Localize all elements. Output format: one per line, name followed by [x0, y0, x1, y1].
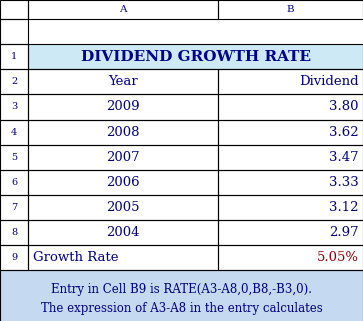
Text: A: A — [119, 5, 127, 14]
Text: 7: 7 — [11, 203, 17, 212]
Bar — [218, 195, 363, 220]
Bar — [0, 0, 28, 19]
Text: 2007: 2007 — [106, 151, 140, 164]
Bar — [0, 19, 28, 44]
Bar — [0, 94, 28, 119]
Bar — [0, 245, 28, 270]
Bar — [0, 270, 363, 321]
Text: Growth Rate: Growth Rate — [33, 251, 118, 264]
Text: 4: 4 — [11, 128, 17, 137]
Bar — [218, 0, 363, 19]
Text: Dividend: Dividend — [299, 75, 359, 88]
Bar — [218, 0, 363, 19]
Bar — [0, 270, 363, 321]
Bar — [0, 69, 28, 94]
Bar — [0, 19, 28, 44]
Bar — [0, 0, 28, 19]
Bar — [28, 0, 218, 19]
Bar — [0, 44, 28, 69]
Text: 2008: 2008 — [106, 126, 140, 139]
Text: 5.05%: 5.05% — [317, 251, 359, 264]
Bar — [28, 119, 218, 145]
Bar — [28, 0, 218, 19]
Text: 2006: 2006 — [106, 176, 140, 189]
Bar — [0, 145, 28, 170]
Bar — [218, 94, 363, 119]
Bar — [218, 220, 363, 245]
Text: DIVIDEND GROWTH RATE: DIVIDEND GROWTH RATE — [81, 50, 311, 64]
Bar — [218, 119, 363, 145]
Bar — [28, 170, 218, 195]
Text: 3.33: 3.33 — [329, 176, 359, 189]
Text: 1: 1 — [11, 52, 17, 61]
Text: 6: 6 — [11, 178, 17, 187]
Text: 2: 2 — [11, 77, 17, 86]
Bar — [0, 245, 28, 270]
Bar — [0, 145, 28, 170]
Bar — [218, 119, 363, 145]
Text: 2.97: 2.97 — [329, 226, 359, 239]
Bar — [0, 170, 28, 195]
Bar — [0, 69, 28, 94]
Bar — [28, 94, 218, 119]
Text: 3: 3 — [11, 102, 17, 111]
Bar — [218, 245, 363, 270]
Bar — [0, 195, 28, 220]
Text: Year: Year — [108, 75, 138, 88]
Bar — [218, 170, 363, 195]
Text: 8: 8 — [11, 228, 17, 237]
Bar — [28, 69, 218, 94]
Bar — [0, 195, 28, 220]
Bar — [0, 94, 28, 119]
Bar — [0, 119, 28, 145]
Bar — [0, 170, 28, 195]
Text: 2005: 2005 — [106, 201, 140, 214]
Bar — [0, 220, 28, 245]
Bar — [218, 145, 363, 170]
Bar — [28, 94, 218, 119]
Text: 5: 5 — [11, 153, 17, 162]
Bar — [28, 69, 218, 94]
Bar — [218, 245, 363, 270]
Text: B: B — [286, 5, 294, 14]
Text: 2009: 2009 — [106, 100, 140, 114]
Bar — [218, 145, 363, 170]
Bar — [0, 119, 28, 145]
Bar — [218, 69, 363, 94]
Bar — [28, 220, 218, 245]
Text: Entry in Cell B9 is RATE(A3-A8,0,B8,-B3,0).
The expression of A3-A8 in the entry: Entry in Cell B9 is RATE(A3-A8,0,B8,-B3,… — [41, 282, 322, 321]
Bar — [218, 195, 363, 220]
Bar — [28, 195, 218, 220]
Bar — [28, 145, 218, 170]
Text: 3.12: 3.12 — [329, 201, 359, 214]
Bar — [28, 220, 218, 245]
Text: 3.47: 3.47 — [329, 151, 359, 164]
Text: 9: 9 — [11, 253, 17, 262]
Bar — [0, 44, 28, 69]
Bar — [28, 119, 218, 145]
Bar — [28, 44, 363, 69]
Bar — [218, 170, 363, 195]
Bar — [218, 94, 363, 119]
Bar — [28, 44, 363, 69]
Bar — [218, 69, 363, 94]
Bar — [28, 145, 218, 170]
Bar — [28, 245, 218, 270]
Bar — [0, 220, 28, 245]
Bar — [28, 195, 218, 220]
Bar — [218, 220, 363, 245]
Text: 2004: 2004 — [106, 226, 140, 239]
Bar — [28, 245, 218, 270]
Text: 3.80: 3.80 — [329, 100, 359, 114]
Bar — [28, 170, 218, 195]
Text: 3.62: 3.62 — [329, 126, 359, 139]
